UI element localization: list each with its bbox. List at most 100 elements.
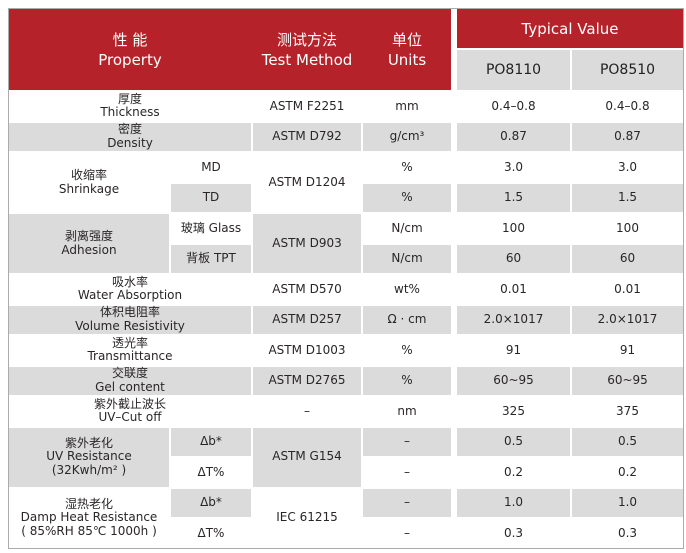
test-method-cell-damp-heat-resistance: IEC 61215	[253, 488, 361, 548]
value-label: 91	[619, 342, 636, 357]
test-method-label: ASTM D792	[272, 129, 342, 143]
unit-label: –	[404, 464, 410, 479]
property-zh: 透光率	[111, 335, 148, 350]
property-zh: 交联度	[111, 366, 148, 381]
property-zh: 吸水率	[111, 274, 148, 289]
test-method-cell-adhesion: ASTM D903	[253, 214, 361, 273]
unit-cell: mm	[363, 92, 451, 121]
value-cell-po8110: 0.4–0.8	[457, 92, 570, 121]
value-label: 0.5	[503, 434, 524, 448]
value-label: 1.5	[503, 190, 524, 204]
unit-cell: %	[363, 153, 451, 182]
property-cell-uv-resistance: 紫外老化 UV Resistance (32Kwh/m² )	[9, 427, 169, 487]
unit-cell: %	[363, 336, 451, 365]
column-header-property-en: Property	[98, 50, 162, 69]
value-label: 100	[616, 220, 639, 235]
unit-cell: %	[363, 183, 451, 212]
property-cell-water-absorption: 吸水率 Water Absorption	[9, 275, 251, 304]
value-label: 60	[505, 251, 522, 265]
test-method-cell-transmittance: ASTM D1003	[253, 336, 361, 365]
unit-cell: –	[363, 488, 451, 517]
unit-cell: %	[363, 366, 451, 395]
unit-label: %	[401, 159, 413, 174]
value-cell-po8110: 0.01	[457, 275, 570, 304]
value-cell-po8510: 2.0×1017	[572, 305, 683, 334]
value-cell-po8510: 0.87	[572, 122, 683, 151]
sub-property-cell: ΔT%	[171, 458, 251, 487]
unit-cell: N/cm	[363, 244, 451, 273]
value-label: 3.0	[617, 159, 638, 174]
sub-property-cell: 背板 TPT	[171, 244, 251, 273]
property-cell-volume-resistivity: 体积电阻率 Volume Resistivity	[9, 305, 251, 334]
value-label: 0.87	[500, 129, 527, 143]
value-cell-po8110: 3.0	[457, 153, 570, 182]
column-header-test-method-en: Test Method	[261, 50, 353, 69]
test-method-label: –	[304, 403, 310, 418]
value-label: 0.01	[500, 281, 527, 296]
property-cell-adhesion: 剥离强度 Adhesion	[9, 214, 169, 273]
sub-property-label: TD	[202, 190, 220, 204]
typical-value-header: Typical Value	[457, 9, 683, 48]
sub-property-cell: MD	[171, 153, 251, 182]
value-label: 100	[502, 220, 525, 235]
sub-property-cell: ΔT%	[171, 519, 251, 548]
value-label: 375	[616, 403, 639, 418]
property-en: UV Resistance	[46, 449, 132, 464]
value-cell-po8110: 91	[457, 336, 570, 365]
unit-label: mm	[395, 98, 419, 113]
value-cell-po8510: 0.01	[572, 275, 683, 304]
value-label: 91	[505, 342, 522, 357]
unit-label: g/cm³	[389, 129, 425, 143]
unit-label: –	[404, 434, 410, 448]
property-zh: 紫外老化	[64, 435, 113, 450]
sub-property-label: 玻璃 Glass	[180, 220, 242, 235]
test-method-label: ASTM D1003	[268, 342, 346, 357]
property-zh: 收缩率	[70, 168, 107, 182]
unit-cell: –	[363, 427, 451, 456]
test-method-label: ASTM D903	[272, 235, 342, 250]
column-header-property: 性 能 Property	[9, 30, 251, 70]
unit-cell: g/cm³	[363, 122, 451, 151]
unit-label: wt%	[394, 281, 420, 296]
value-label: 2.0×1017	[483, 312, 544, 326]
value-cell-po8510: 0.2	[572, 458, 683, 487]
test-method-cell-uv-resistance: ASTM G154	[253, 427, 361, 487]
value-label: 0.2	[617, 464, 638, 479]
value-cell-po8510: 60	[572, 244, 683, 273]
sub-property-label: ΔT%	[197, 525, 225, 540]
property-en: Thickness	[100, 105, 160, 120]
value-cell-po8110: 0.3	[457, 519, 570, 548]
value-label: 0.4–0.8	[605, 98, 650, 113]
sub-property-cell: Δb*	[171, 427, 251, 456]
value-cell-po8110: 2.0×1017	[457, 305, 570, 334]
test-method-label: ASTM D2765	[268, 373, 346, 387]
unit-label: N/cm	[391, 220, 423, 235]
test-method-cell-density: ASTM D792	[253, 122, 361, 151]
property-zh: 体积电阻率	[99, 305, 160, 320]
unit-cell: wt%	[363, 275, 451, 304]
property-zh: 紫外截止波长	[93, 396, 166, 411]
unit-label: %	[401, 190, 413, 204]
property-cell-gel-content: 交联度 Gel content	[9, 366, 251, 395]
column-header-property-zh: 性 能	[112, 30, 148, 49]
property-note: ( 85%RH 85℃ 1000h )	[21, 523, 157, 538]
value-cell-po8110: 1.0	[457, 488, 570, 517]
value-cell-po8510: 91	[572, 336, 683, 365]
column-header-units-zh: 单位	[391, 30, 422, 49]
property-en: Volume Resistivity	[75, 318, 185, 333]
sub-property-cell: Δb*	[171, 488, 251, 517]
unit-label: %	[401, 342, 413, 357]
property-zh: 密度	[117, 122, 142, 137]
sub-property-cell: 玻璃 Glass	[171, 214, 251, 243]
value-label: 1.0	[503, 495, 524, 509]
unit-cell: Ω · cm	[363, 305, 451, 334]
value-cell-po8110: 1.5	[457, 183, 570, 212]
value-cell-po8110: 0.87	[457, 122, 570, 151]
test-method-cell-gel-content: ASTM D2765	[253, 366, 361, 395]
value-label: 325	[502, 403, 525, 418]
column-header-units: 单位 Units	[363, 30, 451, 70]
value-cell-po8510: 1.5	[572, 183, 683, 212]
unit-label: –	[404, 495, 410, 509]
sub-property-label: ΔT%	[197, 464, 225, 479]
property-en: Adhesion	[61, 242, 117, 257]
